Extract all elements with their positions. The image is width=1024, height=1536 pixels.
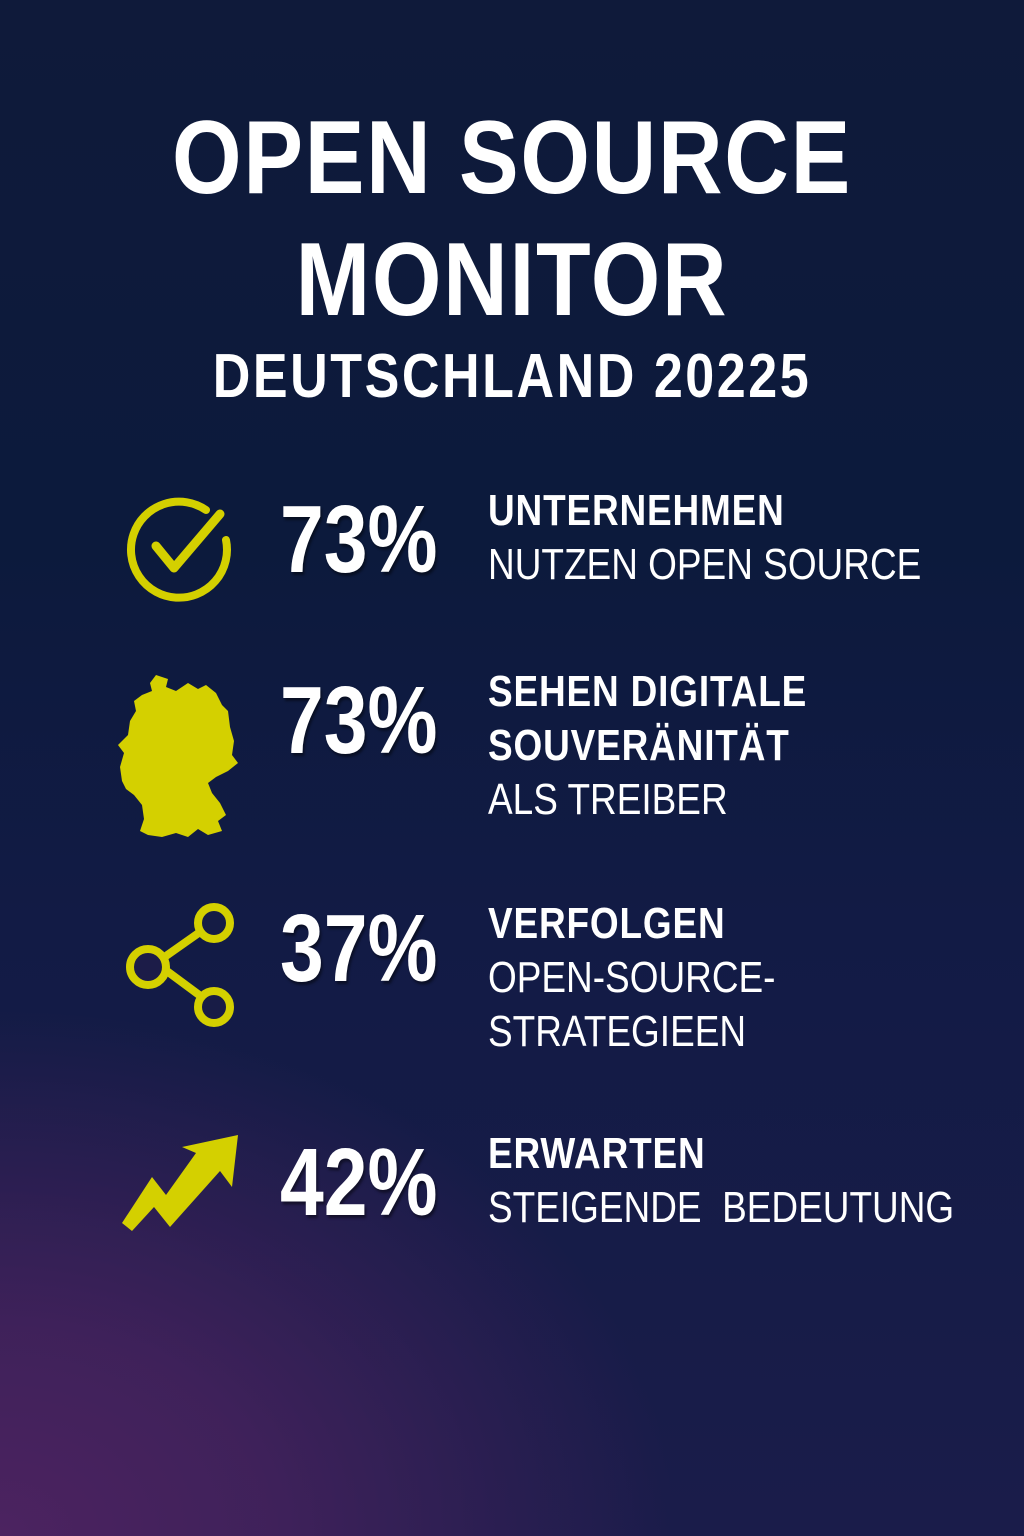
stat-line: STRATEGIEEN xyxy=(488,1007,747,1056)
share-network-icon xyxy=(116,903,246,1038)
stat-description: VERFOLGEN OPEN-SOURCE- STRATEGIEEN xyxy=(488,897,775,1059)
stat-value: 73% xyxy=(280,667,438,774)
stat-value: 37% xyxy=(280,895,438,1002)
title-line-1: OPEN SOURCE xyxy=(172,100,852,216)
germany-map-icon xyxy=(116,671,246,846)
stat-description: UNTERNEHMEN NUTZEN OPEN SOURCE xyxy=(488,484,921,592)
subtitle: DEUTSCHLAND 20225 xyxy=(212,342,812,411)
stat-line: VERFOLGEN xyxy=(488,899,726,948)
stat-value: 73% xyxy=(280,486,438,593)
check-circle-icon xyxy=(126,492,236,607)
stat-line: OPEN-SOURCE- xyxy=(488,953,776,1002)
stat-line: STEIGENDE BEDEUTUNG xyxy=(488,1183,955,1232)
stat-line: ALS TREIBER xyxy=(488,775,728,824)
stat-line: SOUVERÄNITÄT xyxy=(488,721,790,770)
stat-description: SEHEN DIGITALE SOUVERÄNITÄT ALS TREIBER xyxy=(488,665,807,827)
stat-description: ERWARTEN STEIGENDE BEDEUTUNG xyxy=(488,1127,954,1235)
stat-line: NUTZEN OPEN SOURCE xyxy=(488,540,922,589)
stat-line: UNTERNEHMEN xyxy=(488,486,785,535)
stat-line: SEHEN DIGITALE xyxy=(488,667,808,716)
title-line-2: MONITOR xyxy=(295,222,729,338)
stat-value: 42% xyxy=(280,1129,438,1236)
stat-line: ERWARTEN xyxy=(488,1129,706,1178)
trend-up-arrow-icon xyxy=(116,1131,246,1236)
